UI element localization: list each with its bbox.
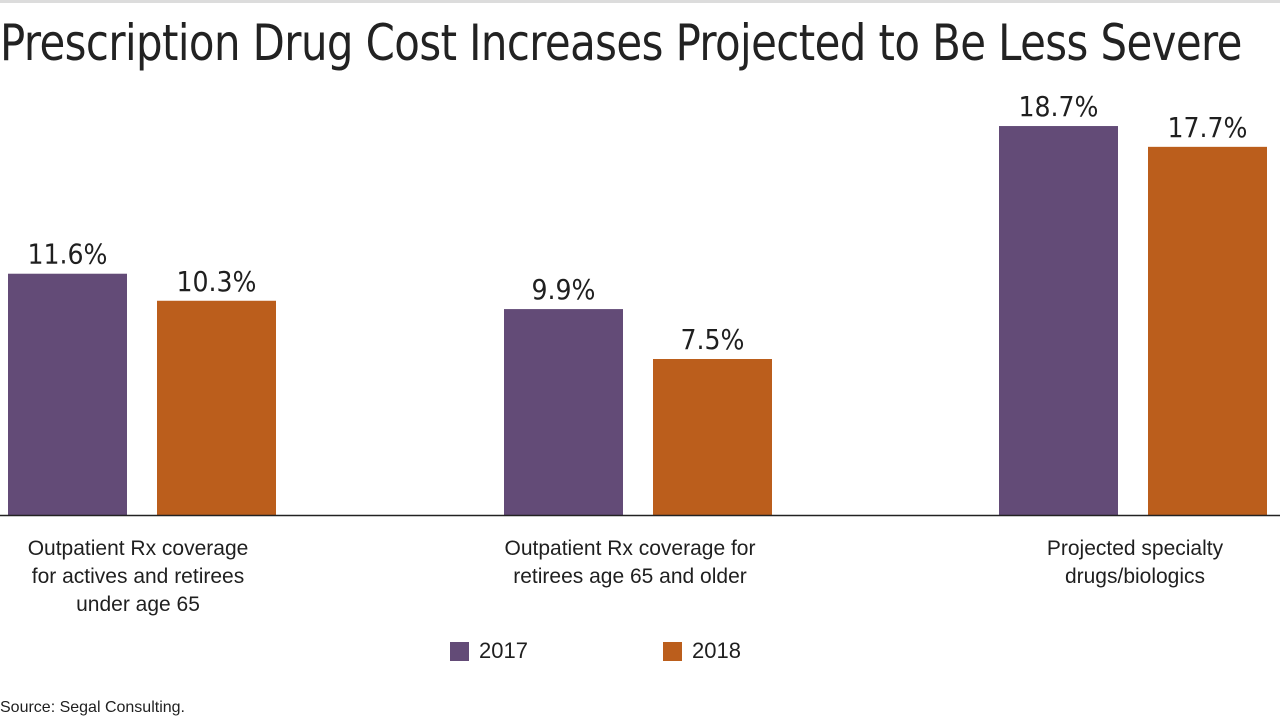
data-label-2018-under-65: 10.3% xyxy=(176,265,256,298)
legend-label-2018: 2018 xyxy=(692,638,741,663)
data-label-2018-specialty-drugs: 17.7% xyxy=(1167,111,1247,144)
bar-2018-specialty-drugs xyxy=(1148,146,1267,515)
bar-2017-specialty-drugs xyxy=(999,126,1118,515)
legend-swatch-2018 xyxy=(663,641,682,661)
category-label-specialty-drugs: Projected specialty drugs/biologics xyxy=(1046,537,1224,588)
category-label-under-65: Outpatient Rx coverage for actives and r… xyxy=(27,537,249,616)
legend-item-2018: 2018 xyxy=(663,636,741,666)
bar-2018-under-65 xyxy=(157,300,276,515)
source-note: Source: Segal Consulting. xyxy=(0,699,185,716)
bar-2017-under-65 xyxy=(8,273,127,515)
legend-item-2017: 2017 xyxy=(450,636,528,666)
chart-legend: 2017 2018 xyxy=(0,636,1280,666)
data-label-2017-65-and-older: 9.9% xyxy=(532,273,596,306)
bar-chart: 11.6% 9.9% 18.7% 10.3% 7.5% 17.7% xyxy=(0,90,1280,517)
bar-2018-65-and-older xyxy=(653,359,772,515)
legend-label-2017: 2017 xyxy=(479,638,528,663)
data-label-2017-specialty-drugs: 18.7% xyxy=(1018,90,1098,123)
bar-2017-65-and-older xyxy=(504,309,623,515)
data-label-2018-65-and-older: 7.5% xyxy=(681,323,745,356)
top-rule xyxy=(0,0,1280,3)
data-label-2017-under-65: 11.6% xyxy=(27,238,107,271)
chart-title: Prescription Drug Cost Increases Project… xyxy=(0,14,1242,72)
category-label-65-and-older: Outpatient Rx coverage for retirees age … xyxy=(504,537,756,588)
legend-swatch-2017 xyxy=(450,641,469,661)
